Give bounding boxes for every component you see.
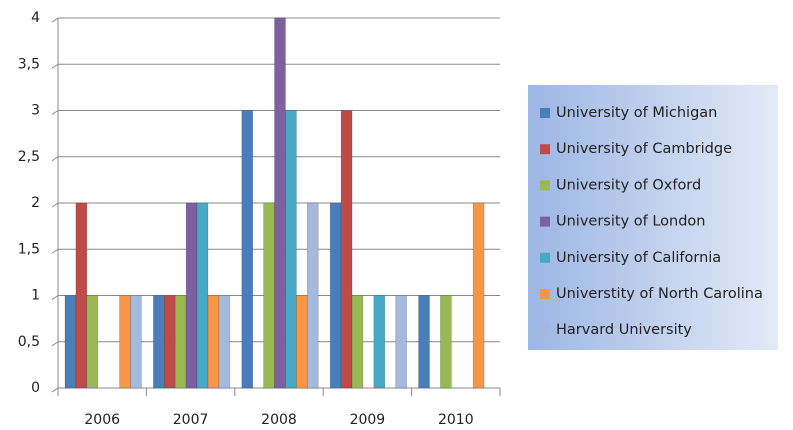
bar	[285, 110, 297, 389]
legend-box	[528, 85, 778, 350]
y-tick	[51, 248, 59, 254]
y-tick-label: 2	[31, 195, 40, 211]
bar	[296, 295, 308, 389]
legend-swatch	[540, 108, 550, 118]
y-tick	[51, 387, 59, 393]
bar	[153, 295, 165, 389]
legend-label: Harvard University	[556, 322, 692, 338]
legend-swatch	[540, 180, 550, 191]
y-tick	[51, 63, 59, 69]
y-tick-label: 2,5	[18, 149, 40, 165]
bar	[86, 295, 99, 389]
y-tick-label: 1,5	[18, 241, 40, 257]
legend: University of Michigan University of Camb…	[540, 105, 763, 338]
legend-label: University of California	[556, 250, 721, 266]
legend-label: Universtity of North Carolina	[556, 286, 763, 302]
bar	[340, 110, 353, 389]
y-tick-label: 0	[31, 380, 40, 396]
bar	[351, 295, 364, 389]
bar	[119, 295, 131, 389]
bar	[164, 295, 176, 389]
y-tick-label: 0,5	[18, 334, 40, 350]
legend-swatch	[540, 325, 550, 336]
legend-swatch	[540, 252, 550, 263]
bar	[241, 110, 254, 389]
y-tick	[51, 17, 59, 23]
bar	[373, 295, 386, 389]
legend-label: University of Michigan	[556, 105, 717, 121]
bar	[274, 17, 286, 389]
bar	[329, 202, 342, 389]
y-tick-label: 1	[31, 288, 40, 304]
bar	[395, 295, 407, 389]
bar	[174, 295, 187, 389]
bar	[418, 295, 430, 389]
bar	[440, 295, 452, 389]
y-tick	[51, 202, 59, 208]
x-tick-label: 2010	[438, 412, 474, 428]
x-tick-label: 2007	[173, 412, 209, 428]
legend-swatch	[540, 216, 550, 227]
bar	[207, 295, 220, 389]
bar	[306, 202, 319, 389]
bar	[185, 202, 198, 389]
y-tick-label: 3,5	[18, 56, 40, 72]
x-tick-label: 2009	[350, 412, 386, 428]
bar	[64, 295, 77, 389]
bar	[472, 202, 485, 389]
y-tick-label: 3	[31, 103, 40, 119]
bar	[263, 202, 275, 389]
x-tick-label: 2008	[261, 412, 297, 428]
legend-swatch	[540, 289, 550, 299]
bar	[196, 202, 209, 389]
bar	[218, 295, 231, 389]
y-tick	[51, 295, 59, 300]
legend-swatch	[540, 144, 550, 155]
x-tick-label: 2006	[84, 412, 120, 428]
legend-label: University of Cambridge	[556, 141, 732, 157]
y-tick	[51, 156, 59, 162]
y-tick	[51, 341, 59, 347]
y-tick	[51, 110, 59, 115]
legend-label: University of Oxford	[556, 177, 701, 193]
legend-label: University of London	[556, 214, 706, 230]
bar	[75, 202, 88, 389]
y-tick-label: 4	[31, 10, 40, 26]
bar	[130, 295, 142, 389]
